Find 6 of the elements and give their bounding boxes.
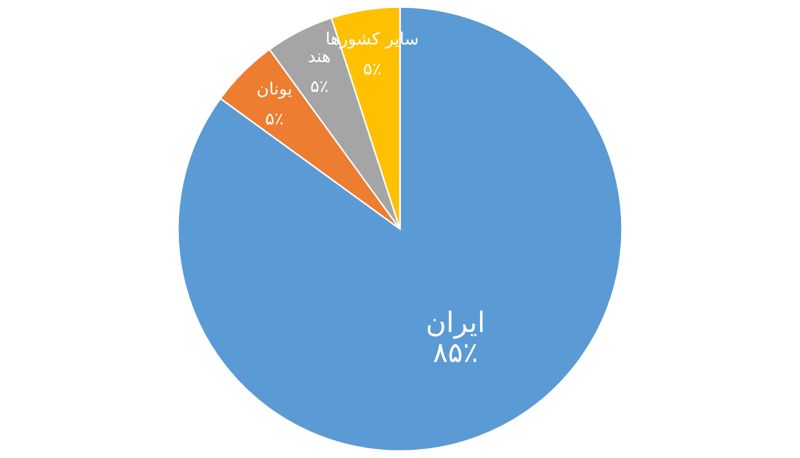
slice-label: یونان — [256, 79, 293, 100]
slice-label: هند — [308, 46, 331, 67]
data-label: ۵٪ — [265, 109, 284, 130]
data-label: ۵٪ — [363, 60, 382, 80]
pie-slice — [177, 6, 623, 452]
data-label: ۵٪ — [310, 76, 329, 97]
